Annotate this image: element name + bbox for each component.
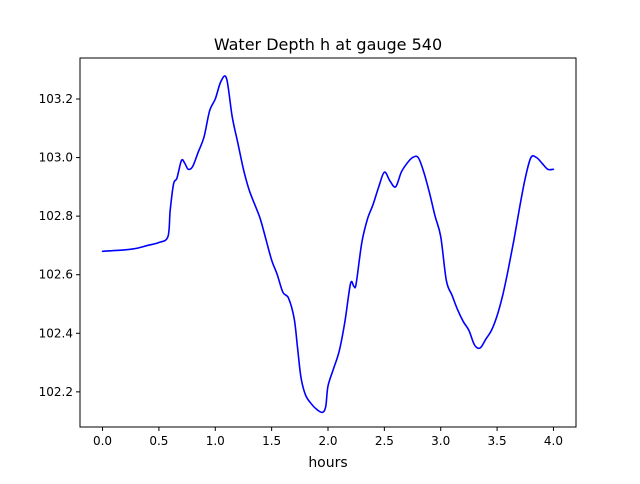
- y-tick-label: 102.4: [39, 326, 73, 340]
- x-tick-label: 0.0: [93, 434, 112, 448]
- chart-title: Water Depth h at gauge 540: [214, 35, 442, 54]
- x-tick-label: 4.0: [544, 434, 563, 448]
- y-axis: 102.2 102.4 102.6 102.8 103.0 103.2: [39, 92, 80, 399]
- x-axis-label: hours: [308, 455, 347, 471]
- y-tick-label: 103.2: [39, 92, 73, 106]
- plot-background: [80, 58, 576, 427]
- x-tick-label: 1.5: [262, 434, 281, 448]
- y-tick-label: 102.8: [39, 209, 73, 223]
- x-tick-label: 1.0: [206, 434, 225, 448]
- y-tick-label: 103.0: [39, 151, 73, 165]
- y-tick-label: 102.6: [39, 268, 73, 282]
- x-tick-label: 2.5: [375, 434, 394, 448]
- x-tick-label: 3.5: [488, 434, 507, 448]
- series-line: [101, 75, 555, 414]
- x-tick-label: 2.0: [318, 434, 337, 448]
- plot-area: [79, 57, 577, 428]
- x-tick-label: 3.0: [431, 434, 450, 448]
- x-tick-label: 0.5: [149, 434, 168, 448]
- y-tick-label: 102.2: [39, 385, 73, 399]
- x-axis: 0.0 0.5 1.0 1.5 2.0 2.5 3.0 3.5 4.0: [93, 427, 563, 448]
